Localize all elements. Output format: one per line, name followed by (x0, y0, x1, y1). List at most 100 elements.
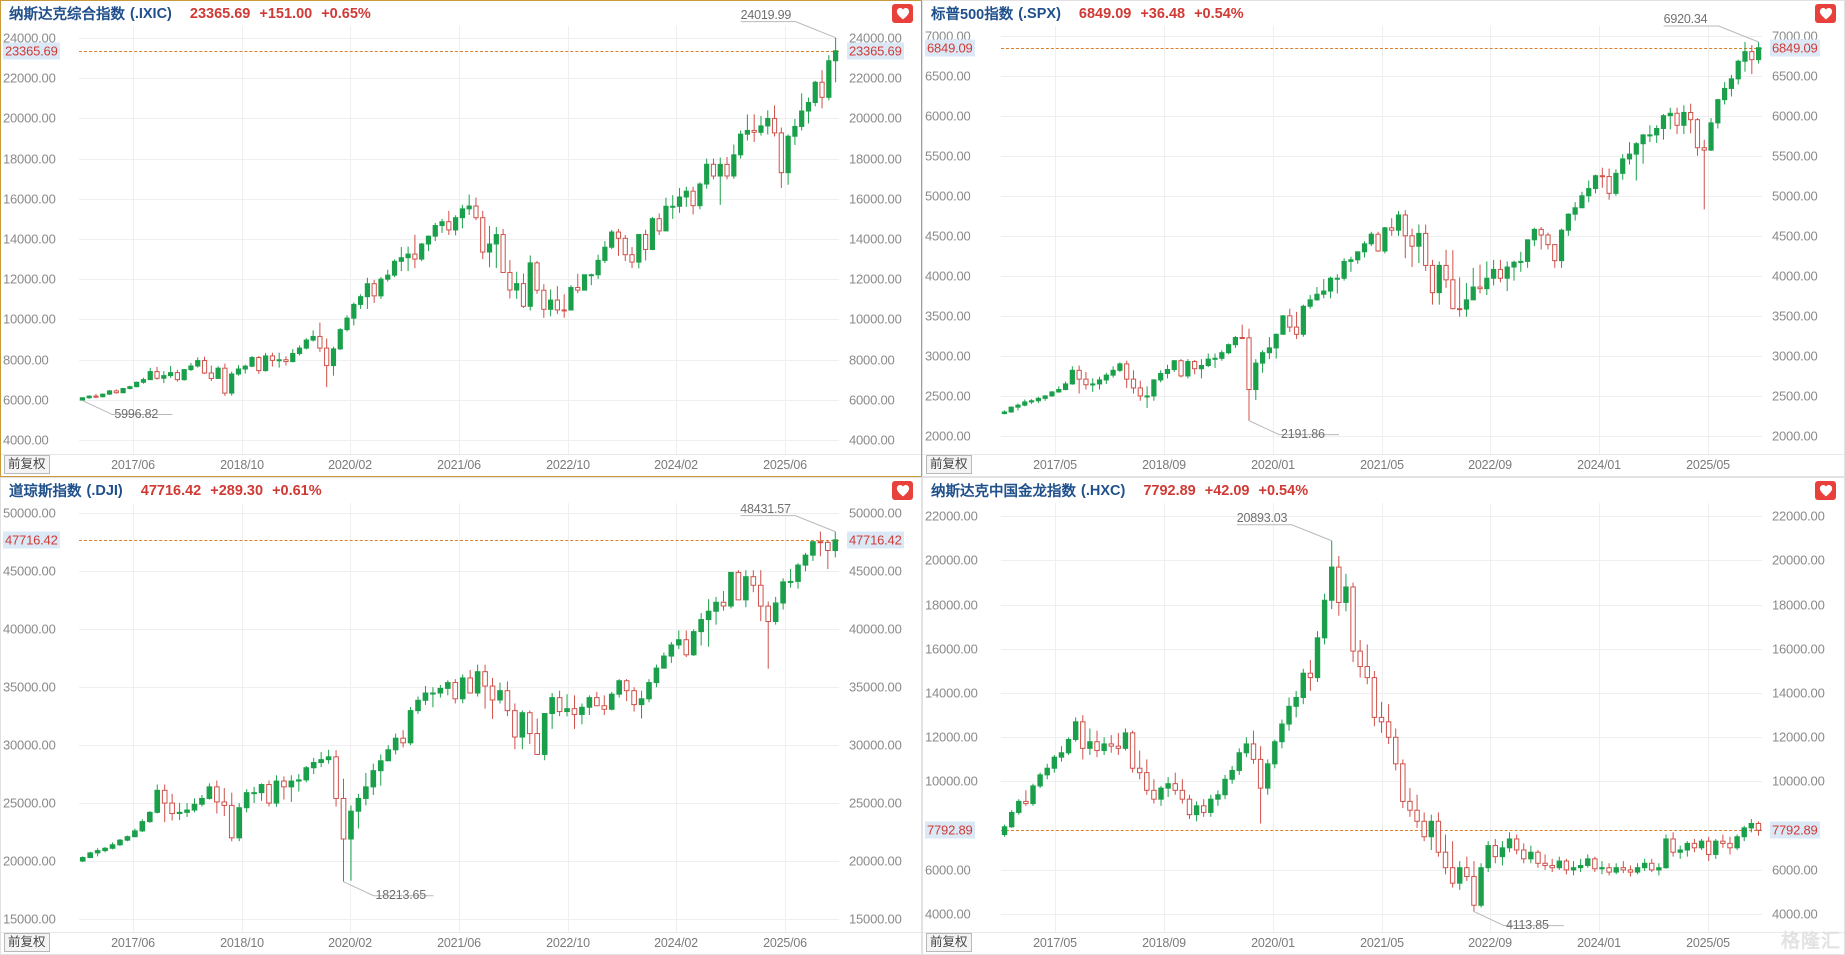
gridline-vertical (459, 503, 460, 932)
y-axis-right-hxc: 22000.00 20000.00 18000.00 16000.00 14000.00… (1768, 503, 1842, 932)
gridline-horizontal (1001, 195, 1762, 197)
y-axis-tick: 20000.00 (1772, 552, 1825, 568)
panel-header-ixic: 纳斯达克综合指数 (.IXIC) 23365.69 +151.00 +0.65% (1, 1, 921, 26)
y-axis-tick: 2500.00 (925, 388, 971, 404)
index-code: (.DJI) (86, 482, 123, 499)
gridline-horizontal (1001, 235, 1762, 237)
gridline-horizontal (1001, 35, 1762, 37)
x-axis-tick: 2018/09 (1142, 936, 1186, 950)
x-axis-tick: 2018/09 (1142, 458, 1186, 472)
y-axis-tick: 22000.00 (1772, 508, 1825, 524)
heart-icon[interactable] (892, 481, 913, 500)
index-change: +42.09 (1204, 482, 1250, 499)
candlestick-series (1001, 25, 1762, 436)
chart-body-ixic: 24019.99 5996.82 2017/06 2018/10 2020/02 2021… (1, 8, 921, 476)
plot-area-hxc[interactable]: 20893.03 4113.85 (1001, 503, 1762, 932)
gridline-horizontal (1001, 435, 1762, 437)
gridline-horizontal (1001, 395, 1762, 397)
panel-header-hxc: 纳斯达克中国金龙指数 (.HXC) 7792.89 +42.09 +0.54% (923, 478, 1844, 503)
adjust-mode-button[interactable]: 前复权 (926, 455, 972, 474)
x-axis-tick: 2020/01 (1251, 458, 1295, 472)
heart-icon[interactable] (1815, 4, 1836, 23)
candlestick-series (1001, 524, 1762, 927)
x-axis-ixic: 2017/06 2018/10 2020/02 2021/06 2022/10 2024/… (1, 454, 921, 476)
y-axis-tick: 25000.00 (849, 795, 902, 811)
y-axis-tick: 18000.00 (1772, 597, 1825, 613)
y-axis-tick: 18000.00 (849, 151, 902, 167)
gridline-horizontal (1001, 869, 1762, 871)
index-code: (.SPX) (1018, 5, 1061, 22)
y-axis-right-ixic: 24000.00 22000.00 20000.00 18000.00 16000.00… (845, 26, 919, 454)
gridline-horizontal (1001, 115, 1762, 117)
gridline-horizontal (1001, 914, 1762, 916)
low-value-label: 18213.65 (375, 887, 427, 902)
y-axis-tick: 40000.00 (849, 621, 902, 637)
x-axis-tick: 2024/01 (1577, 936, 1621, 950)
x-axis-tick: 2017/06 (111, 458, 155, 472)
x-axis-tick: 2025/05 (1686, 458, 1730, 472)
low-value-label: 5996.82 (114, 406, 159, 421)
index-code: (.HXC) (1081, 482, 1126, 499)
panel-header-dji: 道琼斯指数 (.DJI) 47716.42 +289.30 +0.61% (1, 478, 921, 503)
y-axis-tick: 20000.00 (849, 110, 902, 126)
gridline-horizontal (1001, 604, 1762, 606)
adjust-mode-button[interactable]: 前复权 (4, 933, 50, 952)
y-axis-tick: 6000.00 (925, 108, 971, 124)
y-axis-tick: 6000.00 (1772, 108, 1818, 124)
plot-area-ixic[interactable]: 24019.99 5996.82 (79, 8, 839, 454)
adjust-mode-button[interactable]: 前复权 (926, 933, 972, 952)
chart-panel-dji[interactable]: 道琼斯指数 (.DJI) 47716.42 +289.30 +0.61% 48431.57… (0, 477, 922, 955)
y-axis-tick: 30000.00 (3, 737, 56, 753)
y-axis-tick: 35000.00 (849, 679, 902, 695)
y-axis-tick: 20000.00 (849, 853, 902, 869)
y-axis-tick: 24000.00 (849, 30, 902, 46)
heart-icon[interactable] (892, 4, 913, 23)
x-axis-tick: 2017/06 (111, 936, 155, 950)
y-axis-tick: 45000.00 (849, 563, 902, 579)
gridline-horizontal (1001, 516, 1762, 518)
x-axis-tick: 2021/05 (1360, 458, 1404, 472)
y-axis-tick: 45000.00 (3, 563, 56, 579)
adjust-mode-button[interactable]: 前复权 (4, 455, 50, 474)
gridline-vertical (1164, 503, 1165, 932)
y-axis-tick: 25000.00 (3, 795, 56, 811)
y-axis-tick: 10000.00 (1772, 773, 1825, 789)
high-value-label: 20893.03 (1236, 510, 1288, 525)
plot-area-spx[interactable]: 6920.34 2191.86 (1001, 12, 1762, 454)
y-axis-tick: 5500.00 (925, 148, 971, 164)
x-axis-tick: 2017/05 (1033, 936, 1077, 950)
y-axis-tick: 4000.00 (1772, 906, 1818, 922)
x-axis-tick: 2021/06 (437, 936, 481, 950)
y-axis-tick: 6000.00 (3, 392, 49, 408)
index-name: 道琼斯指数 (9, 484, 82, 500)
gridline-horizontal (1001, 315, 1762, 317)
y-axis-tick: 30000.00 (849, 737, 902, 753)
x-axis-tick: 2021/05 (1360, 936, 1404, 950)
gridline-vertical (133, 503, 134, 932)
x-axis-tick: 2018/10 (220, 458, 264, 472)
index-percent: +0.65% (321, 5, 371, 22)
x-axis-tick: 2024/02 (654, 458, 698, 472)
x-axis-tick: 2022/09 (1468, 936, 1512, 950)
x-axis-tick: 2021/06 (437, 458, 481, 472)
chart-panel-ixic[interactable]: 纳斯达克综合指数 (.IXIC) 23365.69 +151.00 +0.65% 2401… (0, 0, 922, 477)
chart-panel-spx[interactable]: 标普500指数 (.SPX) 6849.09 +36.48 +0.54% 6920.34 2… (922, 0, 1845, 477)
gridline-horizontal (1001, 75, 1762, 77)
gridline-vertical (1055, 26, 1056, 454)
x-axis-tick: 2020/02 (328, 936, 372, 950)
y-axis-tick: 16000.00 (849, 191, 902, 207)
x-axis-hxc: 2017/05 2018/09 2020/01 2021/05 2022/09 2024/… (923, 932, 1844, 954)
x-axis-tick: 2025/06 (763, 458, 807, 472)
gridline-vertical (1273, 26, 1274, 454)
index-name: 标普500指数 (931, 7, 1014, 23)
index-percent: +0.54% (1258, 482, 1309, 499)
heart-icon[interactable] (1815, 481, 1836, 500)
gridline-vertical (1164, 26, 1165, 454)
plot-area-dji[interactable]: 48431.57 18213.65 (79, 502, 839, 932)
y-axis-tick: 18000.00 (3, 151, 56, 167)
gridline-horizontal (1001, 155, 1762, 157)
y-axis-tick: 16000.00 (925, 641, 978, 657)
low-value-label: 2191.86 (1281, 426, 1325, 441)
chart-panel-hxc[interactable]: 纳斯达克中国金龙指数 (.HXC) 7792.89 +42.09 +0.54% 20893… (922, 477, 1845, 955)
